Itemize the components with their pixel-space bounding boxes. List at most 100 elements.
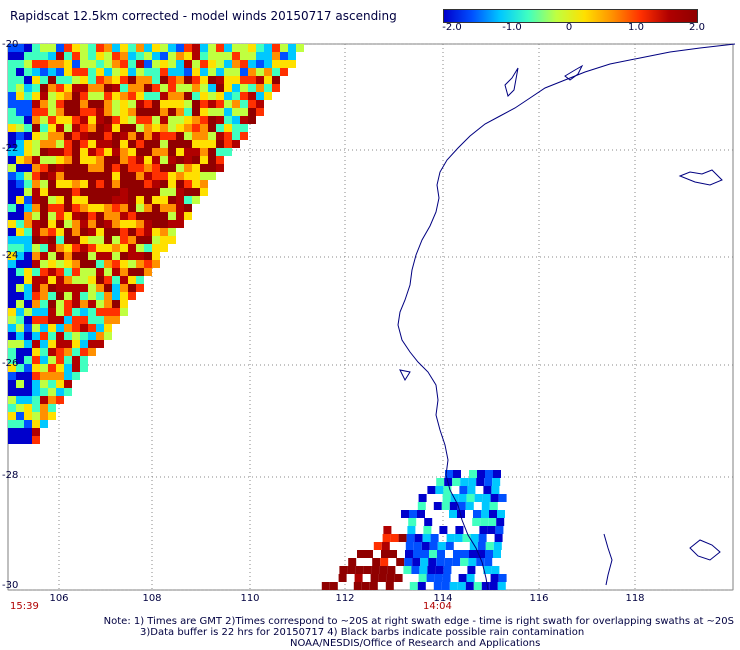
swath-cell [120,300,128,308]
swath-cell [224,116,232,124]
swath-cell [160,116,168,124]
swath-cell [104,212,112,220]
swath-cell [420,558,429,566]
swath-cell [32,428,40,436]
swath-cell [24,364,32,372]
swath-cell [56,164,64,172]
swath-cell [16,108,24,116]
swath-cell [24,244,32,252]
swath-cell [144,220,152,228]
swath-cell [16,228,24,236]
swath-cell [24,76,32,84]
swath-cell [491,566,500,574]
swath-cell [48,252,56,260]
swath-cell [48,100,56,108]
swath-cell [224,100,232,108]
swath-cell [208,84,216,92]
swath-cell [80,196,88,204]
swath-cell [80,308,88,316]
swath-cell [64,316,72,324]
swath-cell [8,412,16,420]
note-line-1: Note: 1) Times are GMT 2)Times correspon… [103,616,734,627]
swath-cell [481,510,489,518]
swath-cell [88,196,96,204]
swath-cell [40,380,48,388]
swath-cell [24,100,32,108]
swath-cell [347,566,356,574]
lon-label: 116 [529,593,549,604]
swath-cell [48,60,56,68]
swath-cell [240,60,248,68]
swath-cell [72,156,80,164]
swath-cell [96,340,104,348]
swath-cell [216,156,224,164]
swath-cell [96,100,104,108]
swath-cell [176,196,184,204]
swath-cell [200,124,208,132]
swath-cell [443,486,452,494]
swath-cell [24,220,32,228]
swath-cell [8,124,16,132]
swath-cell [40,260,48,268]
swath-cell [152,188,160,196]
swath-cell [192,84,200,92]
swath-cell [80,100,88,108]
swath-cell [144,132,152,140]
swath-cell [208,148,216,156]
swath-cell [200,172,208,180]
swath-cell [128,292,136,300]
swath-cell [184,204,192,212]
swath-cell [272,84,280,92]
swath-cell [32,116,40,124]
swath-cell [8,356,16,364]
swath-cell [453,550,461,558]
swath-cell [40,212,48,220]
swath-cell [405,550,413,558]
swath-cell [24,108,32,116]
swath-cell [232,60,240,68]
swath-cell [16,324,24,332]
swath-cell [353,582,362,590]
swath-cell [80,348,88,356]
swath-cell [389,550,397,558]
swath-cell [168,124,176,132]
swath-cell [48,204,56,212]
swath-cell [48,148,56,156]
swath-cell [184,92,192,100]
swath-cell [64,236,72,244]
swath-cell [40,340,48,348]
swath-cell [112,204,120,212]
swath-cell [224,108,232,116]
colorbar-tick: 0 [565,22,573,33]
swath-cell [192,140,200,148]
swath-cell [378,574,387,582]
swath-cell [80,188,88,196]
swath-cell [176,60,184,68]
swath-cell [96,164,104,172]
swath-cell [72,284,80,292]
swath-cell [24,252,32,260]
swath-cell [490,574,499,582]
swath-cell [64,84,72,92]
swath-cell [120,68,128,76]
swath-cell [216,92,224,100]
swath-cell [128,268,136,276]
swath-cell [64,100,72,108]
swath-cell [338,574,347,582]
swath-cell [72,236,80,244]
swath-cell [96,308,104,316]
swath-cell [232,116,240,124]
swath-cell [386,574,395,582]
swath-cell [443,566,452,574]
swath-cell [184,60,192,68]
swath-cell [168,116,176,124]
swath-cell [8,268,16,276]
swath-cell [80,180,88,188]
swath-cell [24,140,32,148]
swath-cell [88,84,96,92]
swath-cell [256,60,264,68]
swath-cell [216,76,224,84]
swath-cell [16,300,24,308]
swath-cell [481,502,490,510]
swath-cell [112,292,120,300]
